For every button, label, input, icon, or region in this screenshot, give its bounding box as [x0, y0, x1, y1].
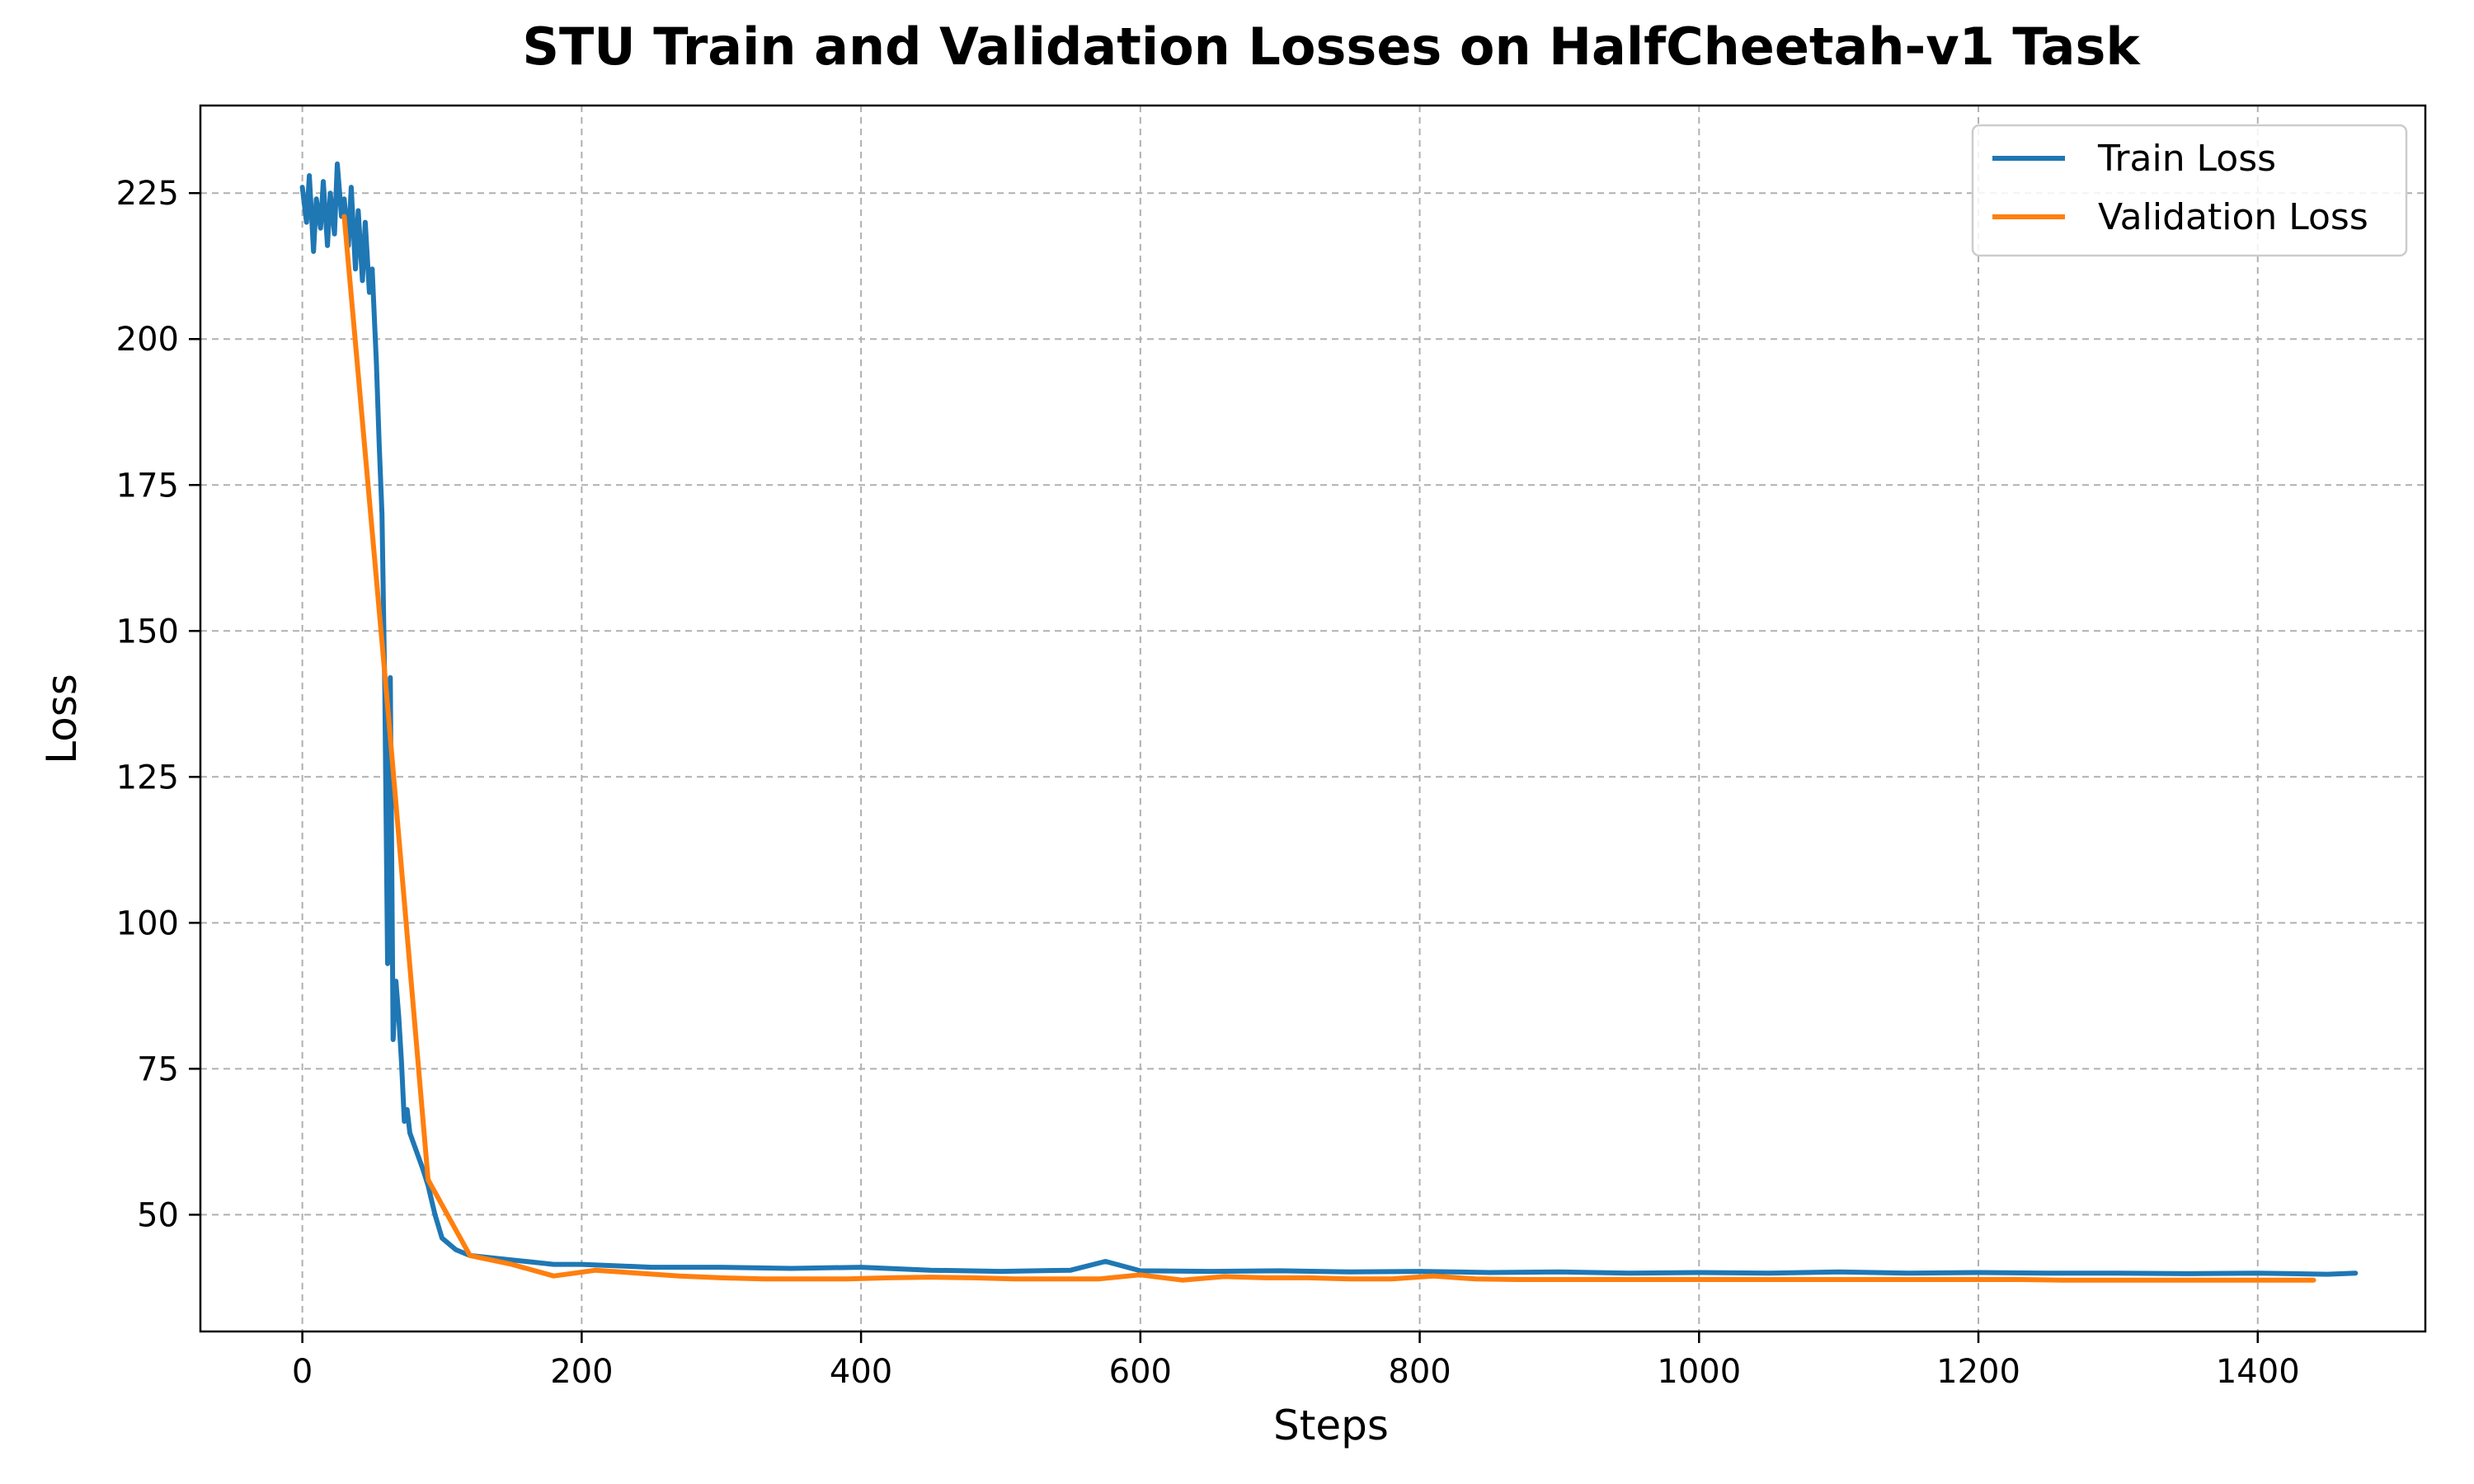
x-tick-label: 1400 [2216, 1353, 2300, 1391]
x-tick-label: 400 [830, 1353, 892, 1391]
legend-validation-label: Validation Loss [2098, 196, 2368, 238]
legend: Train Loss Validation Loss [1971, 124, 2408, 257]
x-tick-label: 200 [550, 1353, 613, 1391]
x-axis-label: Steps [1273, 1402, 1389, 1449]
validation-loss-line [341, 214, 2316, 1283]
y-tick-label: 125 [116, 758, 179, 796]
plot-frame [199, 104, 2427, 1333]
y-tick-label: 175 [116, 467, 179, 505]
y-tick-label: 200 [116, 321, 179, 359]
y-tick-label: 50 [137, 1196, 179, 1234]
x-tick-label: 800 [1388, 1353, 1451, 1391]
axis-ticks: 0 200 400 600 800 1000 1200 1400 50 75 100 125 150 17… [116, 175, 2300, 1391]
y-tick-label: 100 [116, 904, 179, 942]
legend-box [1971, 124, 2408, 257]
x-tick-label: 600 [1109, 1353, 1172, 1391]
chart-title: STU Train and Validation Losses on HalfC… [522, 16, 2141, 77]
x-tick-label: 1000 [1657, 1353, 1741, 1391]
y-tick-label: 225 [116, 175, 179, 213]
grid-lines [200, 106, 2425, 1331]
legend-train-label: Train Loss [2097, 138, 2276, 180]
y-axis-label: Loss [38, 674, 86, 764]
train-loss-line [299, 161, 2359, 1277]
x-tick-label: 0 [292, 1353, 313, 1391]
series-layer [299, 161, 2359, 1283]
x-tick-label: 1200 [1936, 1353, 2020, 1391]
y-tick-label: 150 [116, 613, 179, 650]
y-tick-label: 75 [137, 1050, 179, 1088]
